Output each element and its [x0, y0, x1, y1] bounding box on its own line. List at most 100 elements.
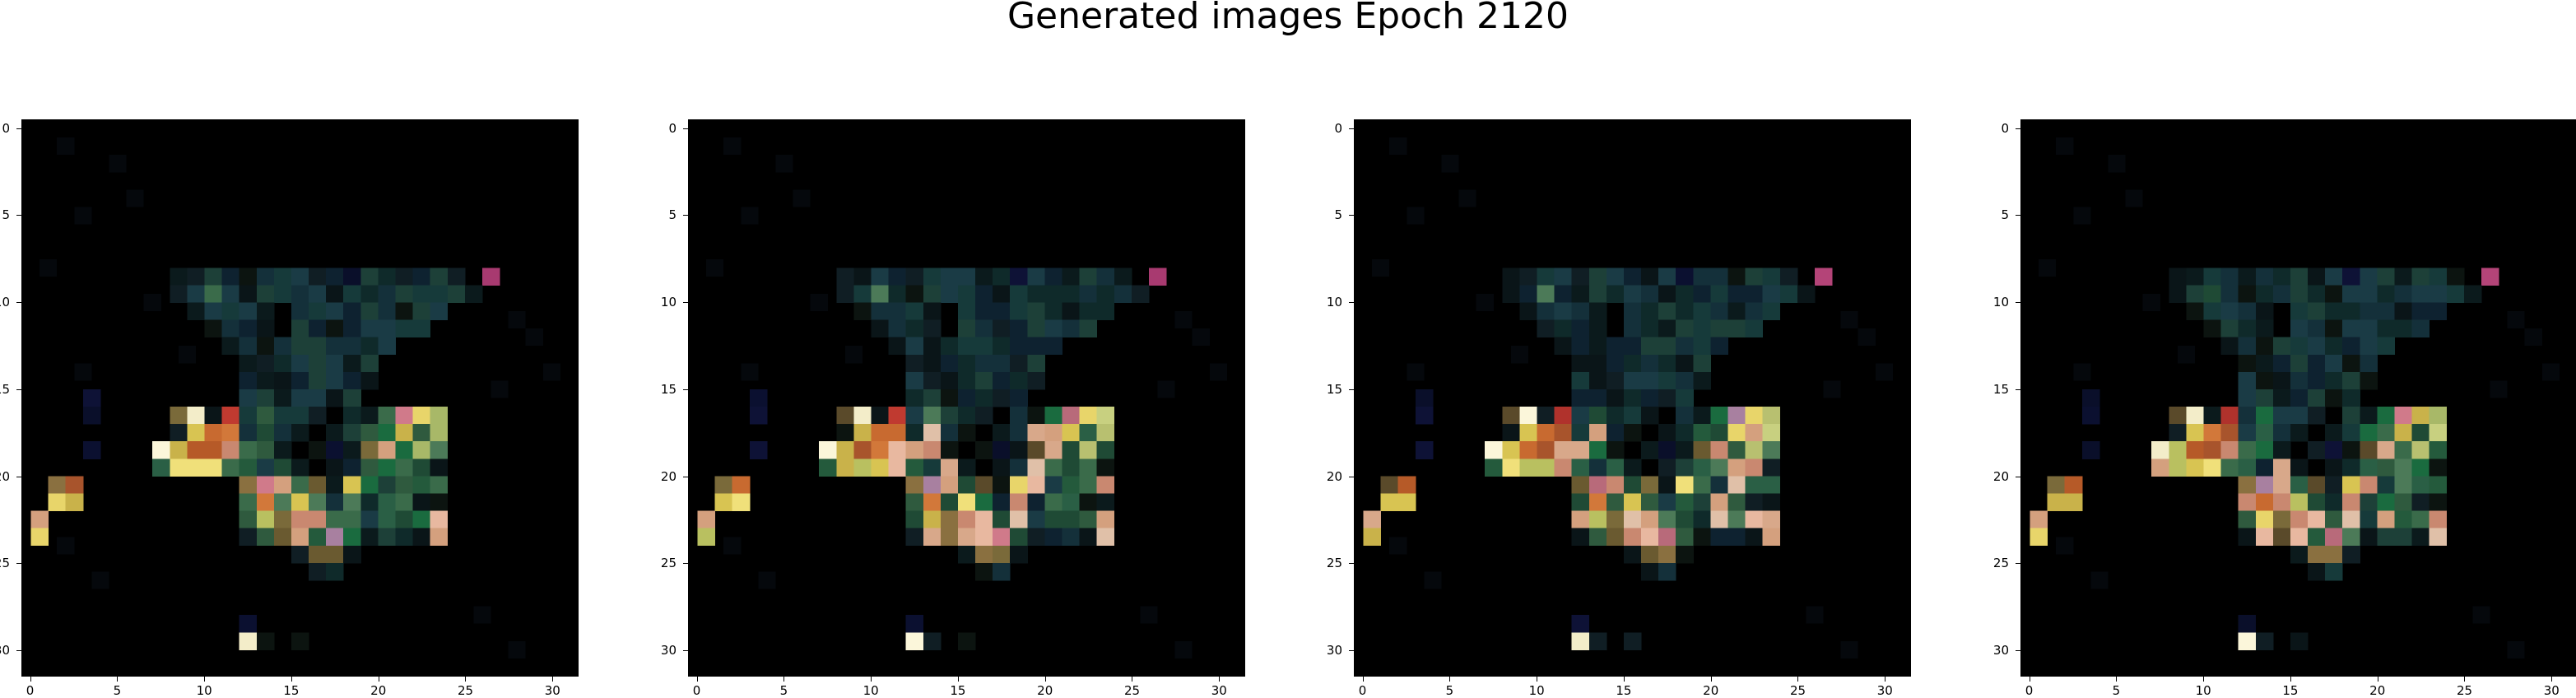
image-pixel	[1079, 510, 1098, 529]
image-pixel	[957, 354, 976, 373]
image-pixel	[2203, 458, 2221, 477]
image-pixel	[741, 363, 759, 381]
image-pixel	[291, 268, 309, 286]
x-tick-mark	[1044, 677, 1046, 682]
image-pixel	[170, 424, 188, 442]
image-pixel	[940, 354, 959, 373]
image-pixel	[1840, 640, 1858, 658]
image-pixel	[2377, 424, 2395, 442]
image-pixel	[2360, 285, 2378, 303]
image-pixel	[2255, 354, 2274, 373]
image-pixel	[395, 458, 414, 477]
image-pixel	[343, 371, 361, 390]
image-pixel	[1397, 493, 1416, 512]
y-tick-label: 25	[1326, 556, 1342, 571]
x-tick-mark	[117, 677, 119, 682]
image-pixel	[1623, 337, 1642, 356]
image-pixel	[2429, 493, 2448, 512]
image-pixel	[2394, 493, 2413, 512]
y-tick-mark	[683, 302, 688, 304]
image-pixel	[2360, 528, 2378, 547]
image-pixel	[1062, 458, 1081, 477]
image-pixel	[2377, 268, 2395, 286]
image-pixel	[1010, 476, 1028, 494]
image-pixel	[256, 354, 275, 373]
image-pixel	[204, 407, 222, 425]
image-pixel	[2411, 285, 2430, 303]
image-pixel	[239, 389, 258, 407]
image-pixel	[975, 319, 993, 338]
image-pixel	[1710, 268, 1728, 286]
generated-image-4	[2021, 120, 2576, 676]
image-pixel	[256, 302, 275, 320]
image-pixel	[1606, 407, 1625, 425]
image-pixel	[2411, 424, 2430, 442]
image-pixel	[1676, 493, 1694, 512]
image-pixel	[1571, 441, 1590, 459]
image-pixel	[2308, 562, 2326, 581]
image-pixel	[1044, 476, 1062, 494]
y-tick-label: 15	[1326, 381, 1342, 397]
image-pixel	[273, 441, 292, 459]
image-pixel	[1710, 424, 1728, 442]
image-pixel	[2377, 302, 2395, 320]
image-pixel	[1062, 528, 1081, 547]
image-pixel	[2429, 407, 2448, 425]
image-pixel	[2360, 476, 2378, 494]
image-pixel	[170, 458, 188, 477]
image-pixel	[1588, 337, 1607, 356]
image-pixel	[256, 407, 275, 425]
image-pixel	[204, 441, 222, 459]
image-pixel	[888, 458, 907, 477]
y-tick-label: 0	[668, 120, 677, 136]
image-pixel	[2272, 528, 2291, 547]
image-pixel	[256, 371, 275, 390]
image-pixel	[2394, 407, 2413, 425]
image-pixel	[2272, 371, 2291, 390]
image-pixel	[2290, 302, 2309, 320]
image-pixel	[221, 441, 240, 459]
image-pixel	[923, 354, 942, 373]
image-pixel	[2177, 346, 2195, 364]
image-pixel	[256, 268, 275, 286]
image-pixel	[2186, 458, 2204, 477]
image-pixel	[853, 458, 872, 477]
image-pixel	[1079, 302, 1098, 320]
x-tick-mark	[783, 677, 785, 682]
image-pixel	[1372, 258, 1390, 277]
image-pixel	[1571, 424, 1590, 442]
image-pixel	[2255, 302, 2274, 320]
image-pixel	[1554, 319, 1573, 338]
image-pixel	[1519, 441, 1537, 459]
x-tick-label: 25	[2456, 683, 2473, 698]
image-pixel	[836, 268, 854, 286]
image-pixel	[1441, 155, 1459, 173]
image-pixel	[204, 302, 222, 320]
image-pixel	[1148, 268, 1167, 286]
image-pixel	[1537, 285, 1555, 303]
image-pixel	[1079, 424, 1098, 442]
x-tick-mark	[1449, 677, 1451, 682]
image-pixel	[1174, 640, 1193, 658]
image-pixel	[1814, 268, 1833, 286]
y-tick-mark	[683, 389, 688, 390]
image-pixel	[2394, 458, 2413, 477]
image-pixel	[273, 268, 292, 286]
image-pixel	[1727, 302, 1746, 320]
image-pixel	[1027, 302, 1045, 320]
image-pixel	[975, 476, 993, 494]
image-pixel	[2342, 285, 2360, 303]
image-pixel	[810, 293, 828, 312]
image-pixel	[1745, 268, 1764, 286]
image-pixel	[1641, 302, 1659, 320]
image-pixel	[888, 424, 907, 442]
image-pixel	[993, 562, 1011, 581]
image-pixel	[1537, 458, 1555, 477]
image-pixel	[1745, 407, 1764, 425]
image-pixel	[2169, 285, 2187, 303]
image-pixel	[1010, 285, 1028, 303]
image-pixel	[1762, 268, 1781, 286]
image-pixel	[1658, 337, 1676, 356]
image-pixel	[343, 268, 361, 286]
image-pixel	[940, 407, 959, 425]
